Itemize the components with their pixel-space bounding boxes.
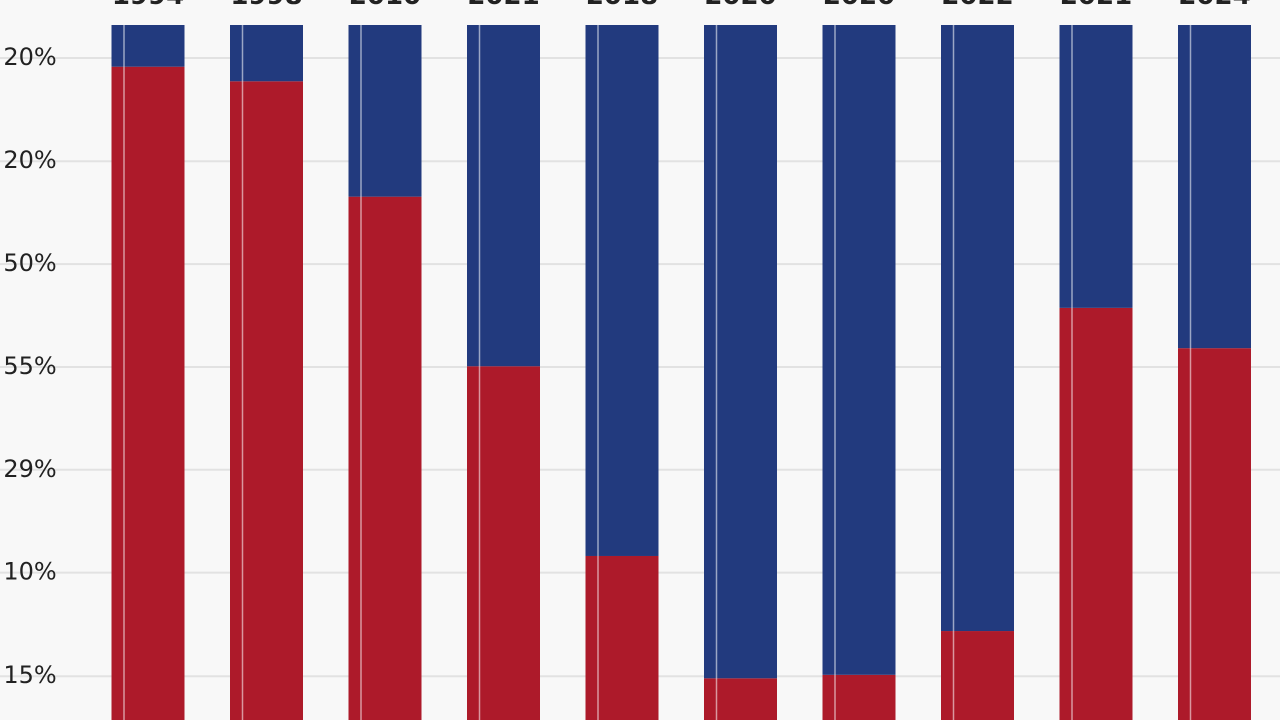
x-tick-label: 2020 [823,0,895,11]
y-tick-label: 55% [3,352,56,380]
bar-segment [1059,307,1133,720]
bar-segment [704,678,777,720]
x-tick-label: 2010 [349,0,421,11]
bar-segment [230,81,303,720]
bar-segment [467,25,540,367]
bar-segment [941,25,1014,632]
bar-segment [585,25,659,556]
bar-segment [1178,348,1251,720]
bar-segment [1178,25,1251,349]
bar-segment [230,25,303,82]
y-tick-label: 20% [3,43,56,71]
bar-segment [467,366,540,720]
y-tick-label: 29% [3,455,56,483]
x-tick-label: 2022 [941,0,1013,11]
bar-segment [111,66,185,720]
x-tick-label: 2021 [1060,0,1132,11]
x-tick-label: 2020 [704,0,776,11]
y-tick-label: 20% [3,146,56,174]
bar-segment [822,674,896,720]
bar-segment [348,25,422,197]
y-tick-label: 50% [3,249,56,277]
x-tick-label: 1998 [230,0,302,11]
bar-segment [585,555,659,720]
y-tick-label: 15% [3,661,56,689]
bar-segment [822,25,896,675]
bar-segment [111,25,185,67]
y-tick-label: 10% [3,558,56,586]
bar-segment [704,25,777,679]
x-tick-label: 2021 [467,0,539,11]
bar-segment [941,631,1014,720]
x-tick-label: 1994 [112,0,184,11]
x-tick-label: 2018 [586,0,658,11]
bar-segment [348,196,422,720]
bar-segment [1059,25,1133,308]
x-tick-label: 2024 [1178,0,1250,11]
